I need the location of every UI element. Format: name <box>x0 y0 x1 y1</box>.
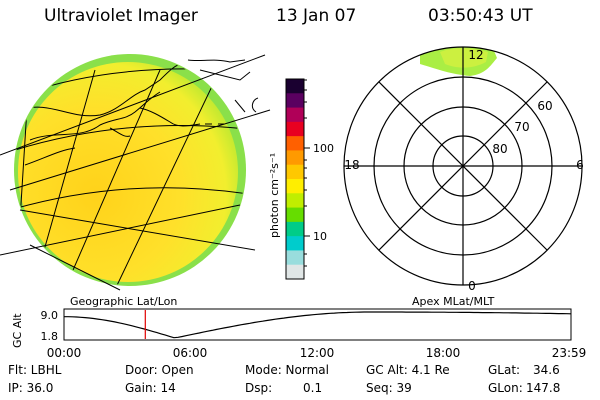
colorbar-segment <box>286 207 304 223</box>
orbit-track <box>9 109 271 191</box>
orbit-track <box>19 209 256 251</box>
orbit-track <box>0 54 266 156</box>
orbit-track <box>29 244 121 291</box>
info-door: Door: Open <box>125 363 194 377</box>
info-dsp-label: Dsp: <box>245 381 273 395</box>
colorbar-segment <box>286 107 304 123</box>
colorbar-segment <box>286 179 304 194</box>
graticule-line <box>15 125 245 151</box>
altitude-xtick: 06:00 <box>173 346 208 360</box>
time-label: 03:50:43 UT <box>428 6 533 26</box>
info-glat: 34.6 <box>533 363 560 377</box>
info-ip: IP: 36.0 <box>8 381 54 395</box>
colorbar-segment <box>286 164 304 180</box>
instrument-title: Ultraviolet Imager <box>44 6 198 26</box>
colorbar-unit-label: photon cm⁻²s⁻¹ <box>268 153 281 238</box>
date-label: 13 Jan 07 <box>276 6 357 26</box>
altitude-xtick: 18:00 <box>426 346 461 360</box>
mlt-label-6: 6 <box>576 158 584 172</box>
info-flt: Flt: LBHL <box>8 363 62 377</box>
colorbar-segment <box>286 150 304 166</box>
orbit-track <box>0 204 241 256</box>
colorbar <box>286 79 304 280</box>
graticule-line <box>15 187 245 211</box>
mlt-label-12: 12 <box>468 48 483 62</box>
coastline <box>109 127 131 137</box>
colorbar-ticks <box>304 79 310 267</box>
info-glat-label: GLat: <box>488 363 521 377</box>
colorbar-tick-100: 100 <box>313 142 334 155</box>
colorbar-tick-10: 10 <box>313 230 327 243</box>
lat-label-80: 80 <box>492 142 507 156</box>
info-dsp: 0.1 <box>303 381 323 395</box>
info-glon-label: GLon: <box>488 381 523 395</box>
apex-panel-label: Apex MLat/MLT <box>412 295 495 308</box>
info-seq: Seq: 39 <box>366 381 412 395</box>
lat-label-60: 60 <box>537 99 552 113</box>
colorbar-segment <box>286 79 304 94</box>
colorbar-segment <box>286 121 304 137</box>
info-glon: 147.8 <box>526 381 561 395</box>
coastline <box>19 61 186 117</box>
info-gain: Gain: 14 <box>125 381 176 395</box>
colorbar-segment <box>286 136 304 151</box>
colorbar-segment <box>286 221 304 237</box>
info-mode: Mode: Normal <box>245 363 329 377</box>
altitude-ytick-9: 9.0 <box>41 309 59 322</box>
coastline <box>29 91 161 141</box>
altitude-plot <box>63 308 572 341</box>
mlt-label-18: 18 <box>344 158 359 172</box>
graticule-line <box>109 79 216 285</box>
mlt-label-0: 0 <box>468 279 476 293</box>
polar-plot <box>343 46 583 286</box>
colorbar-segment <box>286 250 304 266</box>
altitude-ytick-1.8: 1.8 <box>41 330 59 343</box>
graticule-line <box>59 69 161 285</box>
colorbar-segment <box>286 93 304 109</box>
altitude-ylabel: GC Alt <box>11 313 24 348</box>
colorbar-segment <box>286 236 304 251</box>
coastline <box>24 147 76 166</box>
altitude-curve <box>64 311 572 339</box>
altitude-xtick: 00:00 <box>47 346 82 360</box>
altitude-xtick: 23:59 <box>552 346 587 360</box>
colorbar-segment <box>286 193 304 209</box>
coastline <box>139 107 201 127</box>
earth-disk-image <box>0 54 271 291</box>
lat-label-70: 70 <box>514 120 529 134</box>
altitude-xtick: 12:00 <box>300 346 335 360</box>
geo-panel-label: Geographic Lat/Lon <box>70 295 177 308</box>
info-gcalt: GC Alt: 4.1 Re <box>366 363 450 377</box>
colorbar-segment <box>286 264 304 280</box>
